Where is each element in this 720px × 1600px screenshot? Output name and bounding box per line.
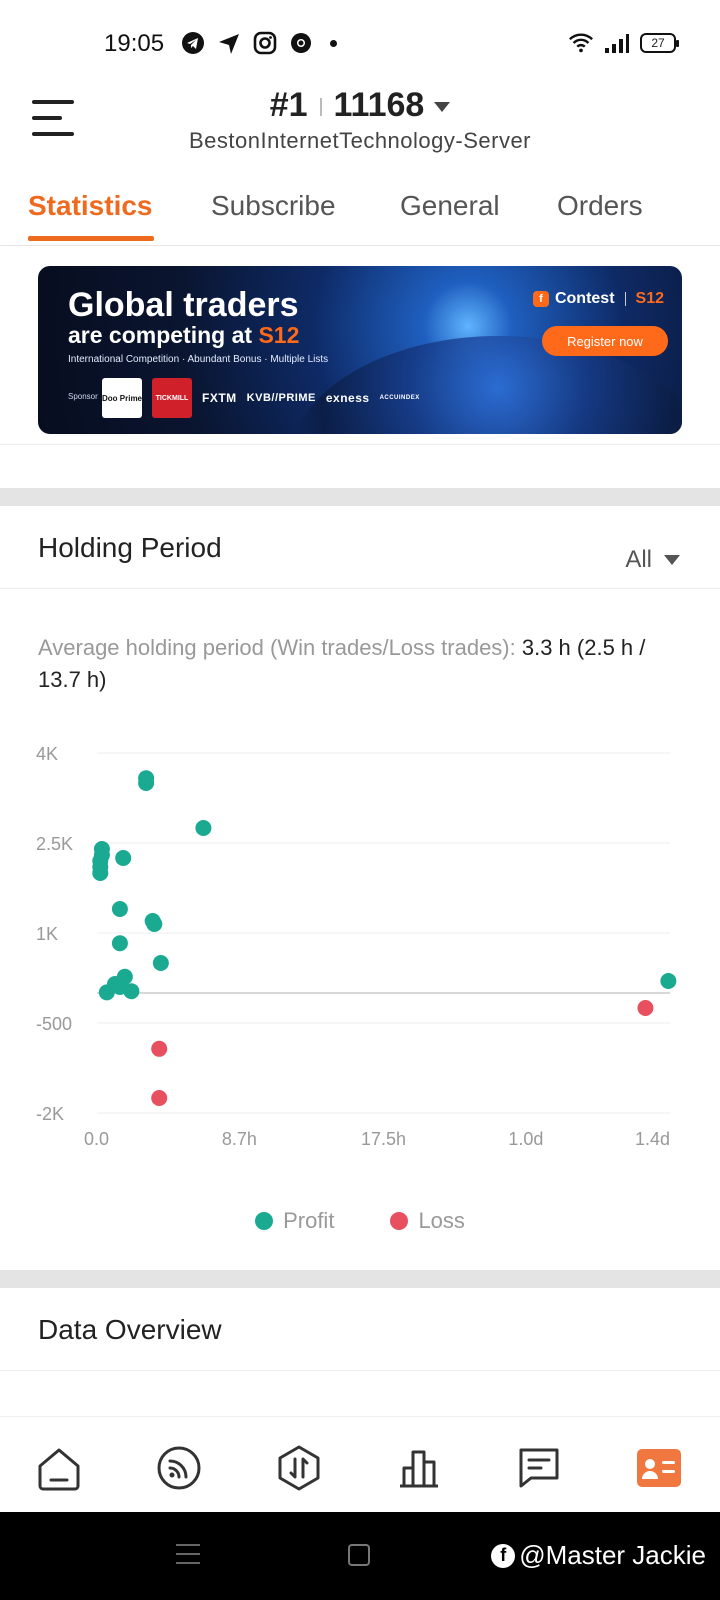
sponsor-logo: exness [325, 391, 370, 405]
profit-point [138, 775, 155, 791]
sponsor-logo: TICKMILL [152, 378, 192, 418]
watermark-text: @Master Jackie [519, 1540, 706, 1570]
active-tab-indicator [28, 236, 154, 241]
wifi-icon [568, 30, 594, 56]
profit-point [111, 901, 128, 917]
y-tick-label: 1K [36, 924, 58, 944]
server-name: BestonInternetTechnology-Server [188, 128, 532, 153]
profile-icon[interactable] [634, 1443, 684, 1493]
telegram-icon [180, 30, 206, 56]
holding-period-chart: 4K 2.5K 1K -500 -2K 0.0 8.7h 17.5h 1.0d 1.4d [0, 740, 720, 1180]
chart-legend: Profit Loss [0, 1208, 720, 1234]
signal-icon [604, 30, 630, 56]
facebook-icon: f [491, 1543, 516, 1568]
status-system-icons: 27 [568, 30, 679, 56]
x-tick-label: 1.0d [508, 1129, 543, 1149]
sponsor-logo: Doo Prime [102, 378, 142, 418]
bottom-nav [0, 1416, 720, 1512]
signals-icon[interactable] [154, 1443, 204, 1493]
holding-period-title: Holding Period [38, 532, 222, 563]
status-bar: 19:05 27 [0, 0, 720, 80]
account-number: 11168 [333, 86, 425, 124]
message-icon[interactable] [514, 1443, 564, 1493]
divider [0, 588, 720, 589]
data-overview-title: Data Overview [38, 1314, 222, 1345]
tab-statistics[interactable]: Statistics [28, 190, 153, 221]
divider [0, 444, 720, 445]
chevron-down-icon [434, 102, 451, 113]
sponsor-logo: ACCUINDEX [379, 395, 420, 401]
account-selector[interactable]: #1 11168 [0, 86, 720, 125]
tab-general[interactable]: General [400, 190, 500, 221]
sponsor-logos: Doo Prime TICKMILL FXTM KVB//PRIME exnes… [102, 378, 420, 418]
x-tick-label: 1.4d [635, 1129, 670, 1149]
profit-point [660, 973, 677, 989]
y-tick-label: 2.5K [36, 834, 73, 854]
register-now-button[interactable]: Register now [542, 326, 668, 356]
contest-label: f Contest S12 [532, 290, 664, 308]
more-notifications-dot [330, 39, 337, 47]
legend-profit[interactable]: Profit [255, 1208, 334, 1234]
section-separator [0, 488, 720, 506]
filter-value: All [625, 546, 652, 573]
profit-point [152, 955, 169, 971]
send-icon [216, 30, 242, 56]
legend-profit-label: Profit [283, 1208, 335, 1233]
legend-loss-dot [390, 1212, 409, 1230]
y-tick-label: -500 [36, 1014, 72, 1034]
sponsor-logo: KVB//PRIME [246, 392, 316, 404]
profit-point [92, 865, 109, 881]
app-header: #1 11168 BestonInternetTechnology-Server [0, 80, 720, 176]
contest-banner[interactable]: Global traders are competing at S12 Inte… [38, 266, 682, 434]
profit-point [123, 983, 140, 1000]
section-separator [0, 1270, 720, 1288]
chrome-icon [288, 30, 314, 56]
legend-profit-dot [255, 1212, 274, 1230]
legend-loss[interactable]: Loss [390, 1208, 465, 1234]
profit-point [115, 850, 132, 866]
status-notification-icons [180, 30, 337, 56]
system-navigation-bar: f @Master Jackie [0, 1512, 720, 1600]
home-icon[interactable] [34, 1443, 84, 1493]
menu-icon[interactable] [32, 98, 74, 138]
tab-subscribe[interactable]: Subscribe [211, 190, 336, 221]
divider [0, 1370, 720, 1371]
battery-icon: 27 [640, 33, 679, 53]
sponsor-label: Sponsor [68, 392, 98, 401]
x-tick-label: 0.0 [84, 1129, 109, 1149]
tab-bar: Statistics Subscribe General Orders [0, 176, 720, 246]
loss-point [151, 1090, 168, 1106]
x-tick-label: 8.7h [222, 1129, 257, 1149]
trade-icon[interactable] [274, 1443, 324, 1493]
profit-point [195, 820, 212, 836]
y-tick-label: 4K [36, 744, 58, 764]
x-tick-label: 17.5h [361, 1129, 406, 1149]
market-icon[interactable] [394, 1443, 444, 1493]
account-rank: #1 [269, 86, 308, 124]
profit-point [98, 984, 115, 1001]
y-tick-label: -2K [36, 1104, 64, 1124]
contest-icon: f [532, 291, 549, 307]
average-holding-period: Average holding period (Win trades/Loss … [38, 635, 646, 692]
watermark: f @Master Jackie [491, 1540, 706, 1571]
holding-period-filter[interactable]: All [625, 546, 680, 574]
profit-point [146, 916, 163, 932]
legend-loss-label: Loss [418, 1208, 465, 1233]
banner-subtitle: are competing at S12 [68, 322, 300, 348]
loss-point [151, 1040, 168, 1057]
recent-apps-icon[interactable] [176, 1544, 200, 1571]
instagram-icon [252, 30, 278, 56]
average-holding-value: 3.3 h (2.5 h / 13.7 h) [38, 635, 646, 692]
loss-point [637, 1000, 654, 1016]
home-button-icon[interactable] [348, 1544, 370, 1566]
tab-orders[interactable]: Orders [557, 190, 643, 221]
banner-title: Global traders [68, 286, 299, 324]
profit-point [111, 935, 128, 952]
banner-description: International Competition · Abundant Bon… [68, 354, 329, 365]
status-time: 19:05 [104, 30, 165, 57]
scatter-plot: 4K 2.5K 1K -500 -2K 0.0 8.7h 17.5h 1.0d 1.4d [36, 744, 677, 1149]
caret-down-icon [664, 555, 680, 565]
sponsor-logo: FXTM [202, 391, 237, 405]
